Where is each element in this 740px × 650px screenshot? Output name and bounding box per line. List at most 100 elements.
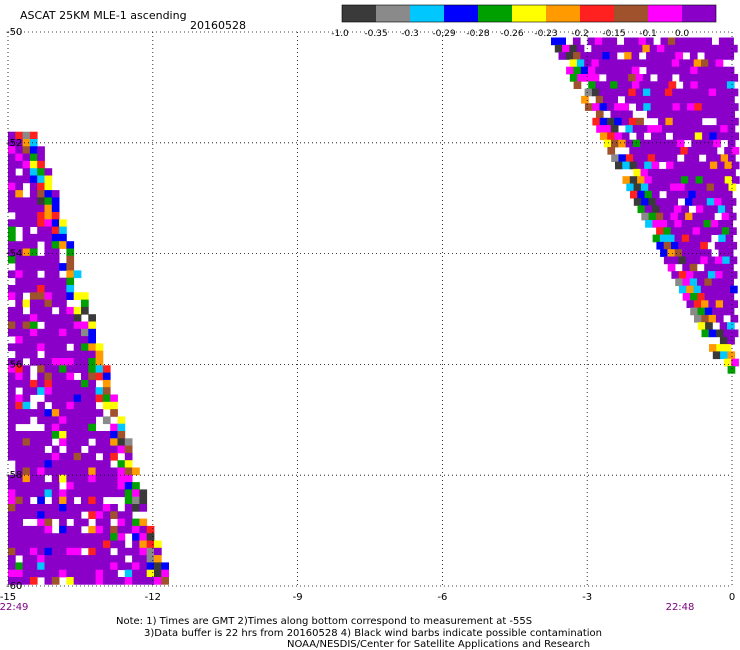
mle-cell [139,540,148,549]
mle-cell [8,379,16,388]
mle-cell [66,452,75,461]
mle-cell [102,518,111,527]
colorbar-label: 0.0 [675,29,690,39]
mle-cell [8,255,16,264]
mle-cell [110,467,118,476]
mle-cell [88,504,96,512]
mle-cell [66,394,75,403]
mle-cell [708,285,716,294]
mle-cell [667,249,676,257]
mle-cell [8,168,16,176]
mle-cell [8,321,16,330]
mle-cell [584,88,593,97]
mle-cell [29,168,38,176]
mle-cell [712,110,721,119]
mle-cell [59,343,67,352]
mle-cell [661,125,670,133]
mle-cell [709,103,717,111]
mle-cell [689,234,697,243]
mle-cell [680,132,688,141]
mle-cell [8,241,16,249]
mle-cell [102,416,111,425]
mle-cell [669,125,677,133]
mle-cell [15,328,23,337]
mle-cell [15,540,23,549]
mle-cell [110,452,118,461]
mle-cell [15,277,23,286]
mle-cell [95,525,104,534]
x-tick-label: -12 [145,592,161,603]
mle-cell [37,175,45,184]
mle-cell [66,540,75,549]
mle-cell [706,154,714,162]
mle-cell [44,577,53,585]
mle-cell [44,292,53,300]
mle-cell [66,379,75,388]
mle-cell [665,103,673,111]
mle-cell [632,81,640,89]
mle-cell [81,299,89,308]
mle-cell [701,329,710,338]
mle-cell [66,328,75,337]
mle-cell [110,438,118,446]
mle-cell [37,197,45,206]
mle-cell [8,190,16,198]
mle-cell [726,278,734,287]
mle-cell [44,431,53,439]
mle-cell [652,205,660,214]
mle-cell [59,409,67,417]
time-label-left: 22:49 [0,602,28,613]
mle-cell [37,504,45,512]
mle-cell [584,59,592,68]
mle-cell [15,197,23,206]
mle-cell [59,306,67,315]
mle-cell [645,220,653,228]
mle-cell [22,489,31,498]
mle-cell [647,110,655,119]
mle-cell [59,474,67,483]
mle-cell [723,329,732,338]
mle-cell [81,482,89,490]
mle-cell [8,394,16,403]
colorbar-swatch [614,5,648,22]
mle-cell [29,350,38,359]
mle-cell [66,416,75,425]
mle-cell [44,204,53,213]
mle-cell [717,205,726,214]
mle-cell [15,577,23,585]
mle-cell [15,263,23,271]
mle-cell [102,379,111,388]
mle-cell [722,241,730,250]
mle-cell [667,220,675,228]
mle-cell [672,103,681,111]
mle-cell [699,168,707,177]
mle-cell [44,416,53,425]
mle-cell [22,365,31,373]
mle-cell [88,482,96,490]
mle-cell [626,183,634,192]
mle-cell [88,423,96,432]
mle-cell [15,248,23,257]
mle-cell [22,401,31,410]
mle-cell [37,343,45,352]
mle-cell [613,74,622,82]
mle-cell [670,212,679,221]
x-tick-label: 0 [729,592,735,603]
mle-cell [686,285,694,294]
mle-cell [624,81,633,89]
mle-cell [8,409,16,417]
mle-cell [66,525,75,534]
mle-cell [699,198,708,206]
mle-cell [655,168,663,177]
mle-cell [702,132,710,141]
mle-cell [724,176,733,184]
mle-cell [88,533,96,541]
mle-cell [706,183,715,192]
mle-cell [698,125,707,133]
mle-cell [44,438,53,446]
mle-cell [51,409,60,417]
mle-cell [44,321,53,330]
mle-cell [95,438,104,446]
mle-cell [673,176,682,184]
mle-cell [696,249,705,257]
